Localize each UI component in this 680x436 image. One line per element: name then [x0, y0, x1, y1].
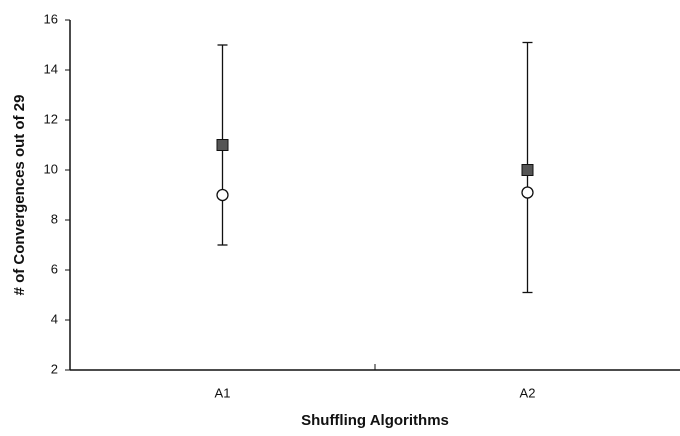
x-tick-label: A1 — [215, 385, 231, 400]
y-axis-label: # of Convergences out of 29 — [11, 95, 28, 296]
x-axis-label: Shuffling Algorithms — [301, 412, 449, 429]
y-tick-label: 2 — [51, 361, 58, 376]
y-tick-label: 12 — [44, 111, 58, 126]
y-tick-label: 10 — [44, 161, 58, 176]
y-tick-label: 6 — [51, 261, 58, 276]
y-tick-label: 8 — [51, 211, 58, 226]
y-tick-label: 4 — [51, 311, 58, 326]
y-tick-label: 16 — [44, 11, 58, 26]
circle-marker — [521, 186, 534, 199]
circle-marker — [216, 188, 229, 202]
x-tick-label: A2 — [520, 385, 536, 400]
square-marker — [216, 139, 229, 151]
y-tick-label: 14 — [44, 61, 58, 76]
square-marker — [521, 164, 534, 176]
